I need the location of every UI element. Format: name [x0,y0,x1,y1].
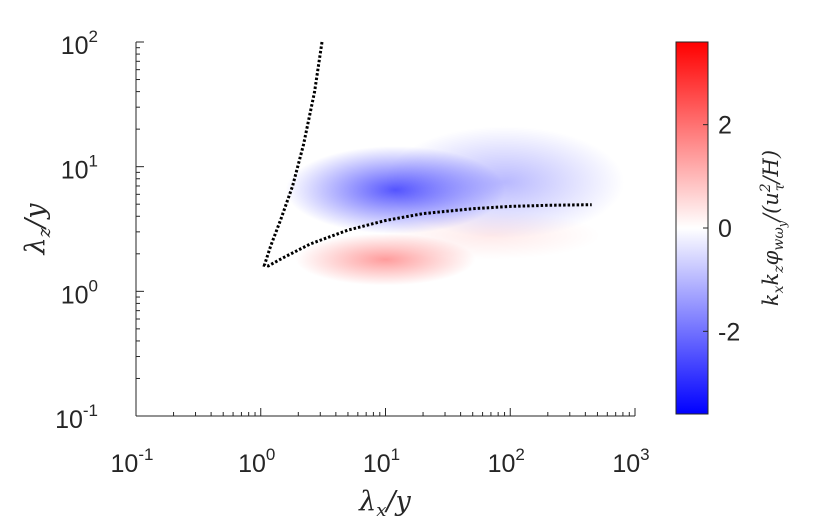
y-tick-label: 102 [61,27,98,60]
x-tick-label: 10-1 [111,445,154,478]
x-axis-label: λx/y [358,486,411,521]
x-tick-label: 102 [488,445,525,478]
colorbar-bar [675,41,709,415]
y-axis-label: λz/y [20,203,55,256]
colorbar-label: kxkzφwωy/(u2τ/H) [758,150,789,306]
x-tick-labels: 10-1 100 101 102 103 [111,408,650,478]
heatmap-region-positive [381,211,601,260]
y-minor-ticks [136,47,140,379]
y-tick-label: 100 [61,276,98,309]
y-tick-label: 10-1 [55,401,98,434]
y-tick-label: 101 [61,152,98,185]
colorbar: -2 0 2 kxkzφwωy/(u2τ/H) [675,41,789,415]
colorbar-tick-label: 2 [718,112,732,140]
y-axis: 10-1 100 101 102 λz/y [20,27,144,434]
x-axis-label-sub: x [376,500,386,521]
y-axis-label-rest: /y [20,203,51,231]
heatmap-field [285,126,625,286]
contour-line [262,41,592,268]
x-tick-label: 101 [363,445,400,478]
colorbar-tick-label: -2 [718,318,740,346]
x-axis: 10-1 100 101 102 103 λx/y [111,408,650,521]
colorbar-tick-label: 0 [718,215,732,243]
colorbar-ticks: -2 0 2 [703,112,740,346]
y-axis-label-sub: z [34,227,55,238]
y-tick-labels: 10-1 100 101 102 [55,27,144,434]
x-tick-label: 103 [612,445,649,478]
x-tick-label: 100 [238,445,275,478]
x-axis-label-rest: /y [383,486,411,517]
x-minor-ticks [173,412,630,416]
plot-area [262,41,625,286]
heatmap-region-negative [384,126,625,239]
